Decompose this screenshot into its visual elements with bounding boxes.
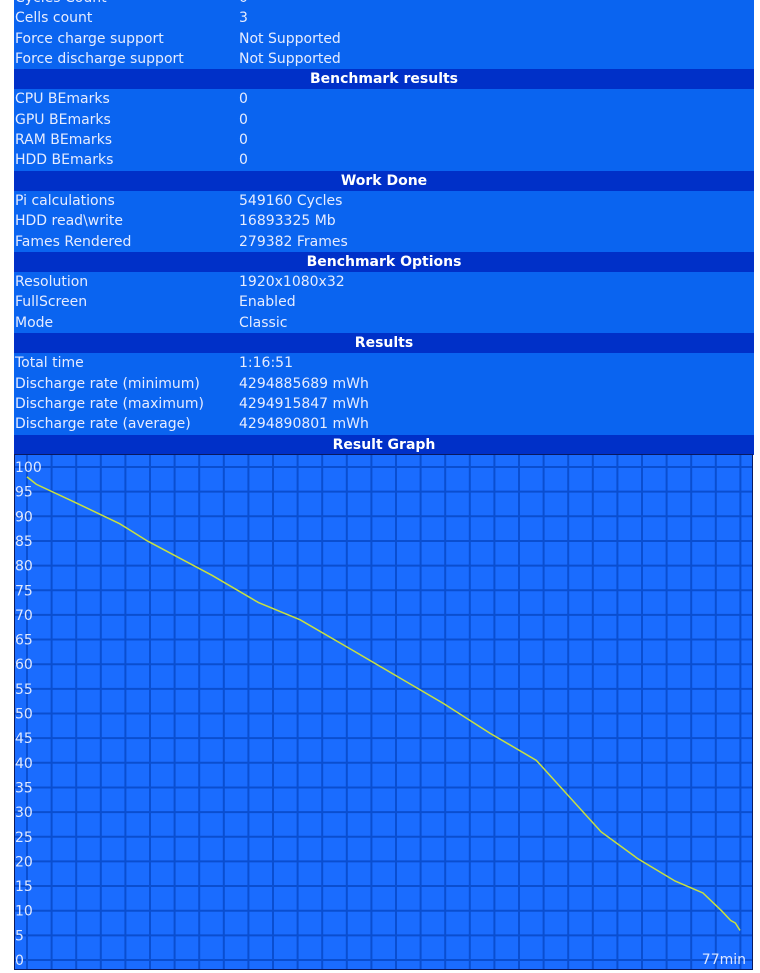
- y-tick-label: 5: [15, 928, 24, 944]
- row-label: CPU BEmarks: [15, 91, 110, 108]
- table-row: CPU BEmarks 0: [14, 89, 754, 110]
- row-value: 1920x1080x32: [239, 274, 345, 291]
- row-label: Discharge rate (average): [15, 416, 191, 433]
- y-tick-label: 25: [15, 830, 33, 846]
- y-tick-label: 10: [15, 904, 33, 920]
- row-value: 279382 Frames: [239, 233, 348, 250]
- row-label: Mode: [15, 314, 54, 331]
- table-row: Fames Rendered 279382 Frames: [14, 231, 754, 252]
- row-label: Pi calculations: [15, 192, 115, 209]
- table-row: Cycles Count 0: [14, 0, 754, 9]
- row-value: 1:16:51: [239, 355, 293, 372]
- row-value: Not Supported: [239, 30, 341, 47]
- result-graph: 0 5 10 15 20 25 30 35 40 45 50 55 60 65 70 75 80 85 90 95 10…: [14, 454, 753, 970]
- table-row: Discharge rate (maximum) 4294915847 mWh: [14, 393, 754, 415]
- row-value: 4294915847 mWh: [239, 395, 369, 412]
- table-row: Pi calculations 549160 Cycles: [14, 190, 754, 212]
- y-tick-label: 85: [15, 534, 33, 550]
- table-row: Resolution 1920x1080x32: [14, 272, 754, 293]
- row-label: Cycles Count: [15, 0, 107, 8]
- row-value: 16893325 Mb: [239, 213, 336, 230]
- row-value: Classic: [239, 314, 288, 331]
- table-row: Discharge rate (minimum) 4294885689 mWh: [14, 373, 754, 394]
- y-tick-label: 50: [15, 707, 33, 723]
- y-tick-label: 15: [15, 879, 33, 895]
- y-tick-label: 75: [15, 583, 33, 599]
- row-label: Discharge rate (minimum): [15, 375, 200, 392]
- section-header: Results: [14, 333, 754, 354]
- row-label: Force charge support: [15, 30, 164, 47]
- table-row: HDD BEmarks 0: [14, 150, 754, 171]
- row-label: HDD BEmarks: [15, 152, 114, 169]
- x-axis-label: 77min: [701, 952, 746, 968]
- row-value: 0: [239, 91, 248, 108]
- row-value: Not Supported: [239, 50, 341, 67]
- row-value: 0: [239, 152, 248, 169]
- table-row: HDD read\write 16893325 Mb: [14, 211, 754, 232]
- y-tick-label: 30: [15, 805, 33, 821]
- row-value: 3: [239, 10, 248, 27]
- table-row: Discharge rate (average) 4294890801 mWh: [14, 414, 754, 435]
- y-tick-label: 80: [15, 559, 33, 575]
- row-value: 0: [239, 132, 248, 149]
- table-row: Force charge support Not Supported: [14, 28, 754, 49]
- section-header: Benchmark Options: [14, 251, 754, 273]
- y-tick-label: 40: [15, 756, 33, 772]
- table-row: Force discharge support Not Supported: [14, 48, 754, 70]
- y-tick-label: 35: [15, 780, 33, 796]
- y-tick-label: 20: [15, 854, 33, 870]
- table-row: Total time 1:16:51: [14, 353, 754, 374]
- section-header: Work Done: [14, 170, 754, 191]
- table-row: GPU BEmarks 0: [14, 109, 754, 131]
- y-tick-label: 55: [15, 682, 33, 698]
- y-tick-label: 90: [15, 509, 33, 525]
- row-value: 4294885689 mWh: [239, 375, 369, 392]
- row-label: Force discharge support: [15, 50, 184, 67]
- row-label: RAM BEmarks: [15, 132, 113, 149]
- row-label: Cells count: [15, 10, 93, 27]
- y-tick-label: 45: [15, 731, 33, 747]
- discharge-line: [26, 476, 741, 931]
- y-tick-label: 70: [15, 608, 33, 624]
- table-row: Mode Classic: [14, 312, 754, 334]
- row-value: Enabled: [239, 294, 296, 311]
- row-label: Fames Rendered: [15, 233, 132, 250]
- y-tick-label: 100: [15, 460, 42, 476]
- table-row: FullScreen Enabled: [14, 292, 754, 313]
- row-value: 0: [239, 0, 248, 8]
- row-label: GPU BEmarks: [15, 111, 111, 128]
- table-row: RAM BEmarks 0: [14, 130, 754, 151]
- y-tick-label: 60: [15, 657, 33, 673]
- row-label: Resolution: [15, 274, 89, 291]
- row-value: 4294890801 mWh: [239, 416, 369, 433]
- row-label: FullScreen: [15, 294, 88, 311]
- y-tick-label: 95: [15, 485, 33, 501]
- section-header: Result Graph: [14, 434, 754, 455]
- y-tick-label: 65: [15, 633, 33, 649]
- row-value: 549160 Cycles: [239, 192, 343, 209]
- row-label: HDD read\write: [15, 213, 123, 230]
- row-label: Total time: [15, 355, 84, 372]
- table-row: Cells count 3: [14, 8, 754, 29]
- row-label: Discharge rate (maximum): [15, 395, 204, 412]
- row-value: 0: [239, 111, 248, 128]
- y-tick-label: 0: [15, 953, 24, 969]
- section-header: Benchmark results: [14, 69, 754, 90]
